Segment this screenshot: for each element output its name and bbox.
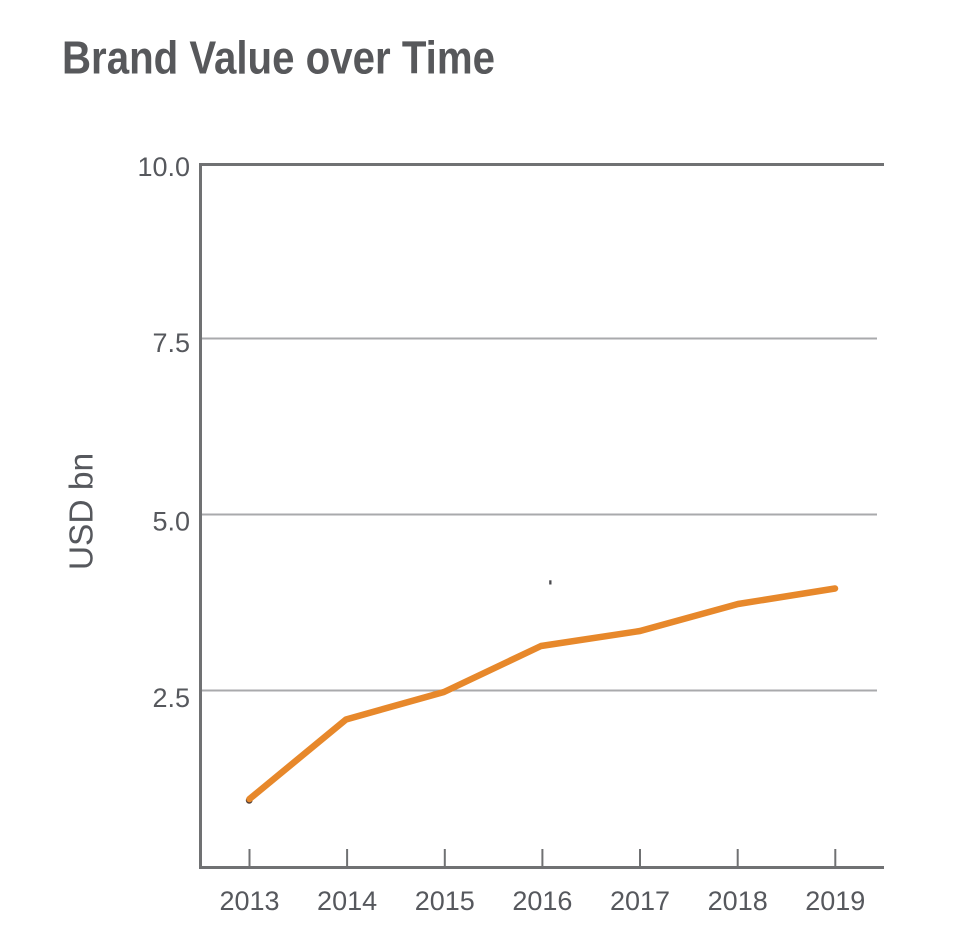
svg-text:10.0: 10.0 bbox=[137, 152, 190, 182]
svg-text:2.5: 2.5 bbox=[152, 683, 190, 713]
svg-text:2017: 2017 bbox=[610, 886, 670, 916]
svg-text:7.5: 7.5 bbox=[152, 328, 190, 358]
svg-text:Brand Value over Time: Brand Value over Time bbox=[62, 32, 495, 84]
svg-text:2015: 2015 bbox=[415, 886, 475, 916]
svg-text:2018: 2018 bbox=[708, 886, 768, 916]
svg-text:USD bn: USD bn bbox=[64, 453, 101, 570]
svg-text:2019: 2019 bbox=[805, 886, 865, 916]
svg-text:2013: 2013 bbox=[219, 886, 279, 916]
svg-text:2016: 2016 bbox=[512, 886, 572, 916]
svg-text:2014: 2014 bbox=[317, 886, 377, 916]
svg-text:5.0: 5.0 bbox=[152, 506, 190, 536]
